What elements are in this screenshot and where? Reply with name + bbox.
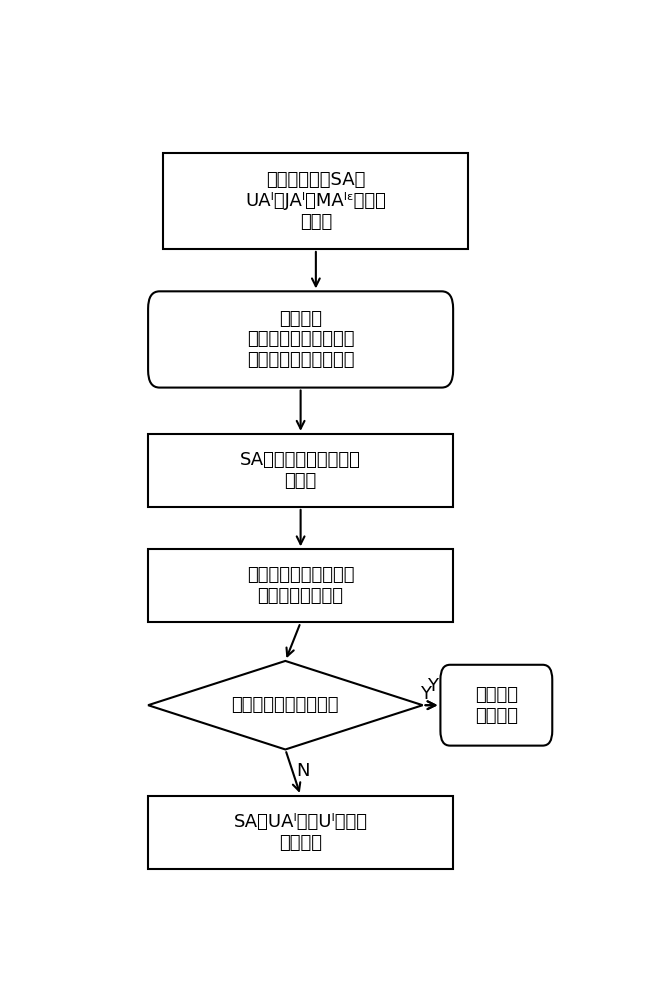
FancyBboxPatch shape: [148, 549, 453, 622]
Text: 是否输出顶层调度结果: 是否输出顶层调度结果: [232, 696, 339, 714]
FancyBboxPatch shape: [148, 434, 453, 507]
Polygon shape: [148, 661, 422, 749]
Text: Y: Y: [420, 685, 431, 703]
Text: 注册智能体（SA、
UAᴵ、JAᴵ和MAᴵᵋ）注册
和组网: 注册智能体（SA、 UAᴵ、JAᴵ和MAᴵᵋ）注册 和组网: [245, 171, 386, 231]
Text: 采用服务单元负荷最小
规则选择服务单元: 采用服务单元负荷最小 规则选择服务单元: [247, 566, 354, 605]
Text: Y: Y: [427, 677, 438, 695]
FancyBboxPatch shape: [148, 291, 453, 388]
Text: SA向UAᴵ发送Uᴵ的工序
排程列表: SA向UAᴵ发送Uᴵ的工序 排程列表: [234, 813, 367, 852]
Text: SA采用调度规则进行工
序排序: SA采用调度规则进行工 序排序: [240, 451, 361, 490]
Text: N: N: [297, 762, 310, 780]
FancyBboxPatch shape: [440, 665, 552, 746]
Text: 输出顶层
调度结果: 输出顶层 调度结果: [475, 686, 518, 725]
FancyBboxPatch shape: [163, 153, 468, 249]
FancyBboxPatch shape: [148, 796, 453, 869]
Text: 输入工序
（每道工序的加工时间
和对应加工机器列表）: 输入工序 （每道工序的加工时间 和对应加工机器列表）: [247, 310, 354, 369]
